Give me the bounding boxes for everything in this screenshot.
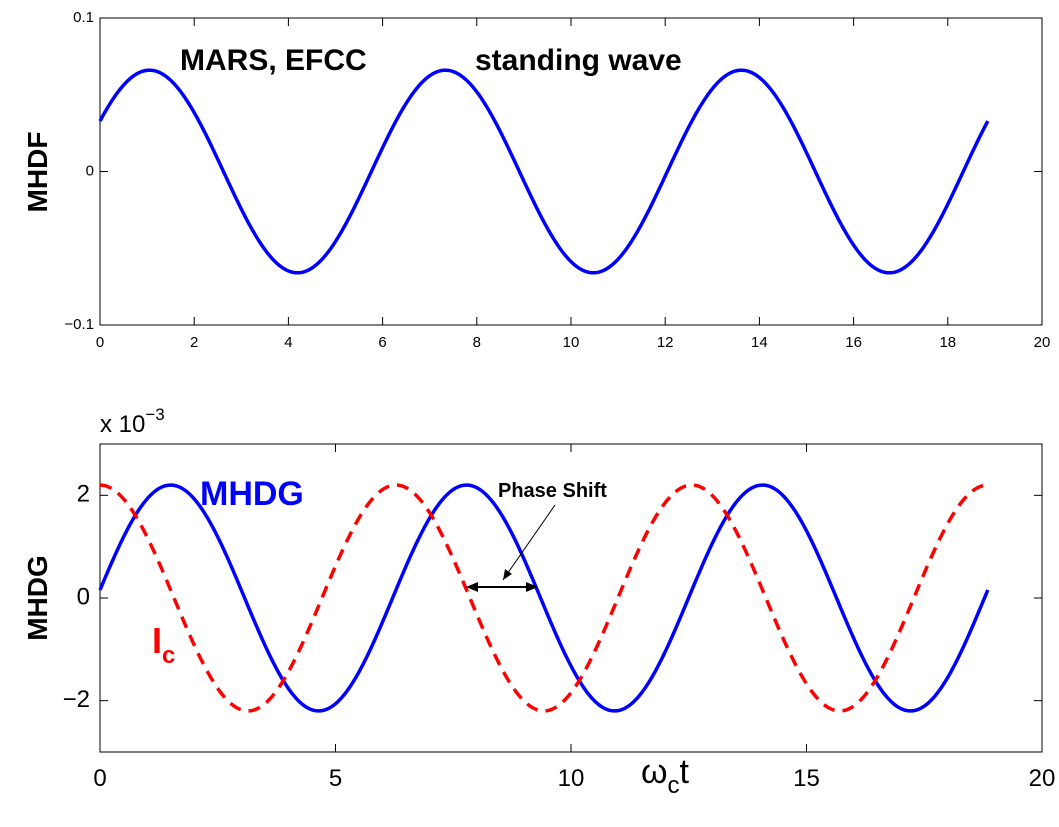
exponent-power: −3 bbox=[145, 405, 164, 424]
bottom-x-tick-label: 10 bbox=[558, 765, 585, 792]
phase-shift-arrow-right bbox=[526, 582, 538, 592]
bottom-y-tick-label: 2 bbox=[77, 481, 90, 508]
top-x-tick-label: 16 bbox=[845, 334, 862, 351]
bottom-y-tick-label: 0 bbox=[77, 583, 90, 610]
series-label-mhdg: MHDG bbox=[200, 475, 304, 513]
top-y-tick-label: 0.1 bbox=[73, 9, 94, 26]
bottom-x-tick-label: 0 bbox=[93, 765, 106, 792]
x-axis-label-omega: ω bbox=[641, 753, 668, 791]
bottom-y-axis: −2 0 2 bbox=[63, 481, 1042, 713]
top-x-axis: 0 2 4 6 8 10 12 14 16 18 20 bbox=[96, 18, 1051, 351]
top-x-tick-label: 0 bbox=[96, 334, 104, 351]
top-x-tick-label: 12 bbox=[657, 334, 674, 351]
top-x-tick-label: 2 bbox=[190, 334, 198, 351]
exponent-label: x 10−3 bbox=[100, 405, 165, 438]
top-x-tick-label: 14 bbox=[751, 334, 768, 351]
phase-shift-arrow-left bbox=[466, 582, 478, 592]
top-x-tick-label: 20 bbox=[1034, 334, 1051, 351]
bottom-y-axis-label: MHDG bbox=[22, 555, 53, 641]
bottom-x-tick-label: 15 bbox=[793, 765, 820, 792]
bottom-y-tick-label: −2 bbox=[63, 686, 90, 713]
series-label-ic: Ic bbox=[152, 620, 175, 669]
top-x-tick-label: 10 bbox=[563, 334, 580, 351]
phase-shift-pointer-line bbox=[502, 504, 556, 581]
top-series-group bbox=[98, 68, 990, 275]
phase-shift-annotation bbox=[466, 504, 556, 592]
top-x-tick-label: 6 bbox=[378, 334, 386, 351]
bottom-series-group bbox=[98, 483, 990, 713]
top-annotation-standing-wave: standing wave bbox=[475, 44, 682, 77]
series-label-ic-main: I bbox=[152, 620, 162, 661]
bottom-series-line-mhdg bbox=[98, 483, 990, 713]
top-y-tick-label: −0.1 bbox=[64, 316, 94, 333]
series-label-ic-sub: c bbox=[162, 642, 175, 669]
top-y-axis: −0.1 0 0.1 bbox=[64, 9, 1042, 333]
top-x-tick-label: 8 bbox=[473, 334, 481, 351]
top-chart-panel: 0 2 4 6 8 10 12 14 16 18 20 −0.100.1 MHDF MARS, EF… bbox=[22, 9, 1050, 351]
x-axis-label-sub: c bbox=[668, 772, 680, 799]
top-annotation-mars-efcc: MARS, EFCC bbox=[180, 44, 367, 77]
exponent-base: x 10 bbox=[100, 411, 145, 438]
x-axis-label: ωct bbox=[641, 753, 690, 799]
bottom-series-line-ic bbox=[99, 483, 989, 713]
phase-shift-label: Phase Shift bbox=[498, 480, 607, 502]
top-x-tick-label: 18 bbox=[939, 334, 956, 351]
bottom-x-tick-label: 20 bbox=[1029, 765, 1056, 792]
top-y-axis-label: MHDF bbox=[22, 132, 53, 213]
x-axis-label-t: t bbox=[680, 753, 690, 791]
bottom-x-axis: 0 5 10 15 20 bbox=[93, 444, 1055, 792]
phase-shift-pointer-head bbox=[503, 569, 512, 580]
bottom-chart-panel: 0 5 10 15 20 −2 0 2 MHDG x 10−3 MHDG Ic Phase … bbox=[22, 405, 1055, 799]
top-series-line-0 bbox=[98, 68, 990, 275]
top-y-tick-label: 0 bbox=[86, 162, 94, 179]
bottom-x-tick-label: 5 bbox=[329, 765, 342, 792]
top-x-tick-label: 4 bbox=[284, 334, 292, 351]
